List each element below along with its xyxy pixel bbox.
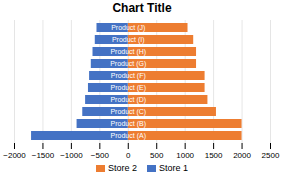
- svg-text:Product (F): Product (F): [111, 72, 146, 80]
- svg-text:Product (A): Product (A): [111, 132, 146, 140]
- svg-text:Product (J): Product (J): [111, 24, 145, 32]
- svg-text:Product (C): Product (C): [110, 108, 146, 116]
- svg-text:−1000: −1000: [60, 151, 83, 160]
- svg-text:Product (E): Product (E): [111, 84, 146, 92]
- svg-text:−1500: −1500: [32, 151, 55, 160]
- svg-text:2500: 2500: [262, 151, 280, 160]
- html-text:Chart Title: Chart Title: [112, 1, 172, 15]
- svg-text:Product (G): Product (G): [110, 60, 146, 68]
- svg-text:2000: 2000: [233, 151, 251, 160]
- svg-text:Product (D): Product (D): [110, 96, 146, 104]
- svg-text:Product (H): Product (H): [110, 48, 146, 56]
- svg-text:Product (I): Product (I): [112, 36, 145, 44]
- svg-text:Product (B): Product (B): [111, 120, 146, 128]
- svg-text:0: 0: [126, 151, 131, 160]
- svg-text:1500: 1500: [205, 151, 223, 160]
- svg-text:500: 500: [150, 151, 164, 160]
- html-text:Store 2: Store 2: [108, 163, 137, 173]
- html-text:Store 1: Store 1: [159, 163, 188, 173]
- svg-text:−500: −500: [91, 151, 110, 160]
- svg-text:1000: 1000: [176, 151, 194, 160]
- svg-text:−2000: −2000: [3, 151, 26, 160]
